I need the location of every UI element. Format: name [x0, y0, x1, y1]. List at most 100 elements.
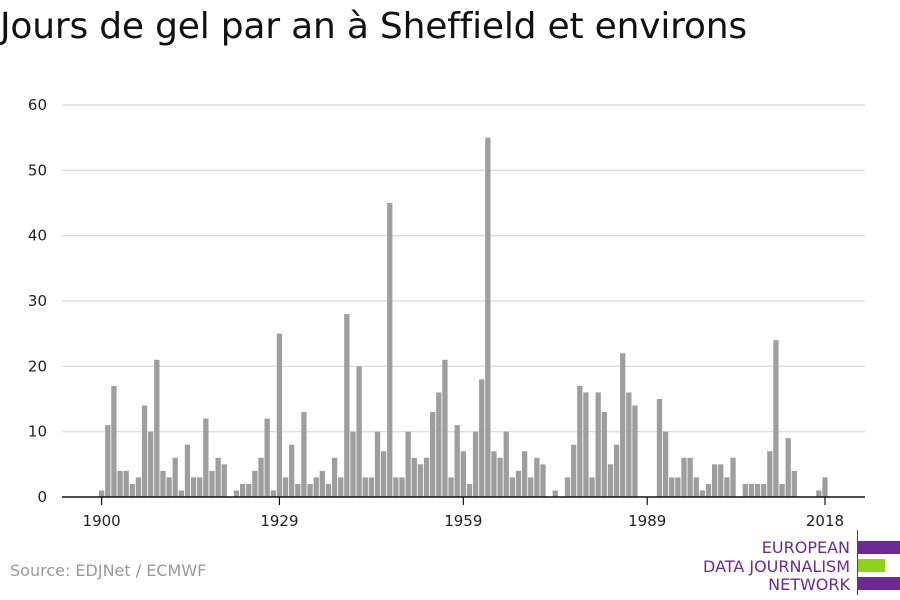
- bar-1961: [472, 431, 479, 497]
- y-tick-label: 40: [28, 227, 47, 245]
- bar-1958: [454, 425, 460, 497]
- bar-1964: [491, 451, 497, 497]
- bar-1938: [331, 457, 338, 497]
- bar-1932: [295, 483, 301, 497]
- bar-1974: [552, 490, 558, 497]
- bar-1922: [233, 490, 240, 497]
- bar-1972: [540, 464, 546, 497]
- bar-2000: [712, 464, 718, 497]
- bar-2007: [754, 483, 761, 497]
- bar-1981: [595, 392, 601, 497]
- bar-1911: [166, 477, 172, 497]
- bar-1997: [693, 477, 699, 497]
- bar-1910: [160, 470, 166, 497]
- bar-2008: [761, 483, 767, 497]
- bar-1918: [209, 470, 215, 497]
- bar-1934: [307, 483, 313, 497]
- bar-1903: [117, 470, 123, 497]
- bar-1956: [442, 359, 448, 497]
- bar-1948: [393, 477, 399, 497]
- bar-1965: [497, 457, 503, 497]
- bar-1980: [589, 477, 595, 497]
- logo-text-line3: NETWORK: [768, 575, 850, 594]
- frost-days-chart: 0 10 20 30 40 50 60 1900 1929 1959 1989 2018: [28, 96, 865, 530]
- bar-1920: [221, 464, 227, 497]
- x-tick-label: 1900: [83, 512, 121, 530]
- y-tick-label: 20: [28, 357, 47, 375]
- logo-text-line1: EUROPEAN: [761, 538, 850, 557]
- bar-1931: [289, 444, 295, 497]
- bar-2009: [767, 451, 773, 497]
- logo-bar-top: [858, 541, 900, 554]
- bar-1950: [405, 431, 411, 497]
- bar-1941: [350, 431, 356, 497]
- bar-1986: [626, 392, 632, 497]
- bar-2018: [822, 477, 828, 497]
- bar-1999: [705, 483, 712, 497]
- bar-1943: [362, 477, 368, 497]
- bar-2012: [785, 438, 791, 497]
- y-axis-ticks: 0 10 20 30 40 50 60: [28, 96, 47, 506]
- gridlines: [62, 104, 865, 433]
- bar-1951: [411, 457, 417, 497]
- bar-1923: [239, 483, 246, 497]
- bar-1983: [607, 464, 614, 497]
- bar-1942: [356, 366, 362, 497]
- source-note: Source: EDJNet / ECMWF: [10, 561, 207, 580]
- bar-1905: [129, 483, 135, 497]
- bar-1940: [344, 314, 350, 497]
- bar-1907: [141, 405, 148, 497]
- bar-1960: [466, 483, 473, 497]
- bar-1937: [325, 483, 332, 497]
- bar-1970: [528, 477, 534, 497]
- y-tick-label: 50: [28, 161, 47, 179]
- y-tick-label: 0: [37, 488, 47, 506]
- bar-1913: [178, 490, 184, 497]
- edjnet-logo: EUROPEAN DATA JOURNALISM NETWORK: [700, 530, 900, 595]
- bar-1909: [154, 359, 160, 497]
- bar-1908: [148, 431, 154, 497]
- bar-1929: [276, 333, 283, 497]
- bar-1906: [135, 477, 142, 497]
- bar-1954: [430, 412, 436, 497]
- bar-2003: [730, 457, 736, 497]
- bar-1901: [105, 425, 111, 497]
- bar-1998: [699, 490, 706, 497]
- bar-1993: [669, 477, 675, 497]
- bars: [99, 137, 828, 498]
- bar-1952: [417, 464, 424, 497]
- bar-1926: [258, 457, 264, 497]
- bar-1995: [681, 457, 687, 497]
- bar-2001: [718, 464, 724, 497]
- bar-1996: [687, 457, 693, 497]
- bar-1924: [246, 483, 252, 497]
- bar-2006: [748, 483, 755, 497]
- bar-1925: [252, 470, 258, 497]
- bar-1935: [313, 477, 319, 497]
- bar-1916: [197, 477, 203, 497]
- bar-1939: [338, 477, 344, 497]
- bar-1979: [583, 392, 589, 497]
- bar-2011: [779, 483, 785, 497]
- bar-1946: [380, 451, 387, 497]
- x-tick-label: 1959: [444, 512, 482, 530]
- bar-1963: [485, 137, 491, 498]
- bar-1904: [123, 470, 129, 497]
- bar-1936: [319, 470, 325, 497]
- bar-2010: [773, 340, 779, 497]
- bar-1985: [620, 353, 626, 497]
- chart-title: Jours de gel par an à Sheffield et envir…: [0, 6, 747, 47]
- bar-1969: [521, 451, 528, 497]
- logo-bar-bottom: [858, 577, 900, 590]
- x-axis-ticks: 1900 1929 1959 1989 2018: [83, 497, 844, 530]
- bar-1977: [571, 444, 577, 497]
- bar-1900: [99, 490, 105, 497]
- bar-1947: [387, 203, 393, 497]
- bar-1902: [111, 385, 117, 497]
- logo-text-line2: DATA JOURNALISM: [703, 557, 850, 576]
- y-tick-label: 30: [28, 292, 47, 310]
- bar-1982: [601, 412, 607, 497]
- bar-1966: [503, 431, 509, 497]
- bar-1967: [509, 477, 516, 497]
